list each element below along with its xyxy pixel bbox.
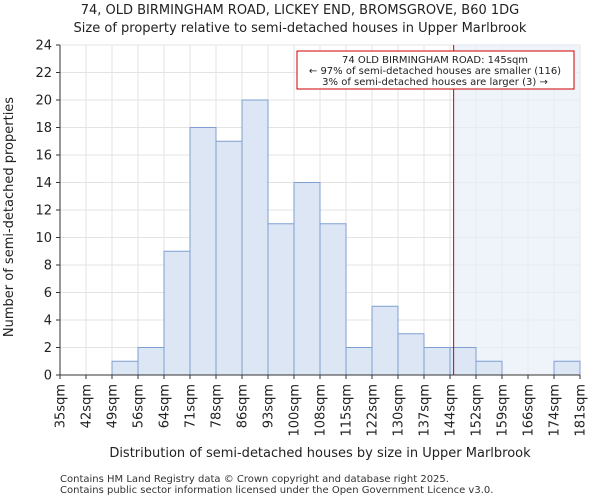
y-tick-label: 20 — [35, 94, 52, 109]
bar — [449, 347, 477, 376]
x-tick-label: 64sqm — [158, 384, 173, 428]
y-tick-label: 6 — [44, 286, 52, 301]
x-tick-label: 100sqm — [288, 384, 303, 437]
highlight-rect — [453, 45, 580, 375]
title-line-1: 74, OLD BIRMINGHAM ROAD, LICKEY END, BRO… — [81, 3, 520, 18]
y-tick-label: 22 — [35, 66, 52, 81]
bar — [137, 347, 165, 376]
bar — [111, 360, 139, 376]
x-tick-label: 174sqm — [548, 384, 563, 437]
x-tick-label: 71sqm — [184, 384, 199, 428]
x-ticks: 35sqm 42sqm 49sqm 56sqm 64sqm 71sqm 78sqm 86sqm… — [54, 375, 589, 437]
annotation-line-1: 74 OLD BIRMINGHAM ROAD: 145sqm — [342, 55, 528, 66]
x-tick-label: 93sqm — [262, 384, 277, 428]
footer-line-1: Contains HM Land Registry data © Crown c… — [60, 474, 449, 485]
bar — [215, 140, 243, 376]
bar — [189, 127, 217, 376]
bar — [423, 347, 451, 376]
y-tick-label: 8 — [44, 259, 52, 274]
x-tick-label: 49sqm — [106, 384, 121, 428]
annotation-line-3: 3% of semi-detached houses are larger (3… — [322, 77, 548, 88]
bar — [345, 347, 373, 376]
bar — [293, 182, 321, 376]
annotation: 74 OLD BIRMINGHAM ROAD: 145sqm ← 97% of … — [296, 50, 575, 90]
title-line-2: Size of property relative to semi-detach… — [74, 21, 527, 36]
x-tick-label: 122sqm — [366, 384, 381, 437]
y-tick-label: 14 — [35, 176, 52, 191]
x-tick-label: 35sqm — [54, 384, 69, 428]
highlight-region — [453, 45, 580, 375]
y-tick-label: 24 — [35, 39, 52, 54]
x-tick-label: 115sqm — [340, 384, 355, 437]
annotation-box — [296, 50, 575, 90]
annotation-line-2: ← 97% of semi-detached houses are smalle… — [309, 66, 561, 77]
bar — [241, 99, 269, 376]
footer-line-2: Contains public sector information licen… — [60, 485, 494, 496]
x-tick-label: 56sqm — [132, 384, 147, 428]
x-tick-label: 166sqm — [522, 384, 537, 437]
x-tick-label: 137sqm — [418, 384, 433, 437]
bar — [267, 223, 295, 376]
x-tick-label: 181sqm — [574, 384, 589, 437]
y-tick-label: 2 — [44, 341, 52, 356]
x-tick-label: 159sqm — [496, 384, 511, 437]
bar — [553, 360, 581, 376]
bar — [475, 360, 503, 376]
bar — [397, 333, 425, 376]
x-axis-title: Distribution of semi-detached houses by … — [109, 446, 531, 461]
chart-title: 74, OLD BIRMINGHAM ROAD, LICKEY END, BRO… — [74, 3, 527, 36]
y-tick-label: 4 — [44, 314, 52, 329]
bars — [111, 99, 581, 376]
y-tick-label: 10 — [35, 231, 52, 246]
y-tick-label: 12 — [35, 204, 52, 219]
bar — [163, 250, 191, 376]
y-tick-label: 0 — [44, 369, 52, 384]
x-tick-label: 152sqm — [470, 384, 485, 437]
x-tick-label: 130sqm — [392, 384, 407, 437]
x-tick-label: 86sqm — [236, 384, 251, 428]
bar — [371, 305, 399, 376]
y-tick-label: 18 — [35, 121, 52, 136]
x-tick-label: 42sqm — [80, 384, 95, 428]
x-tick-label: 78sqm — [210, 384, 225, 428]
bar — [319, 223, 347, 376]
y-axis-title: Number of semi-detached properties — [2, 97, 17, 337]
x-tick-label: 144sqm — [444, 384, 459, 437]
y-tick-label: 16 — [35, 149, 52, 164]
x-tick-label: 108sqm — [314, 384, 329, 437]
